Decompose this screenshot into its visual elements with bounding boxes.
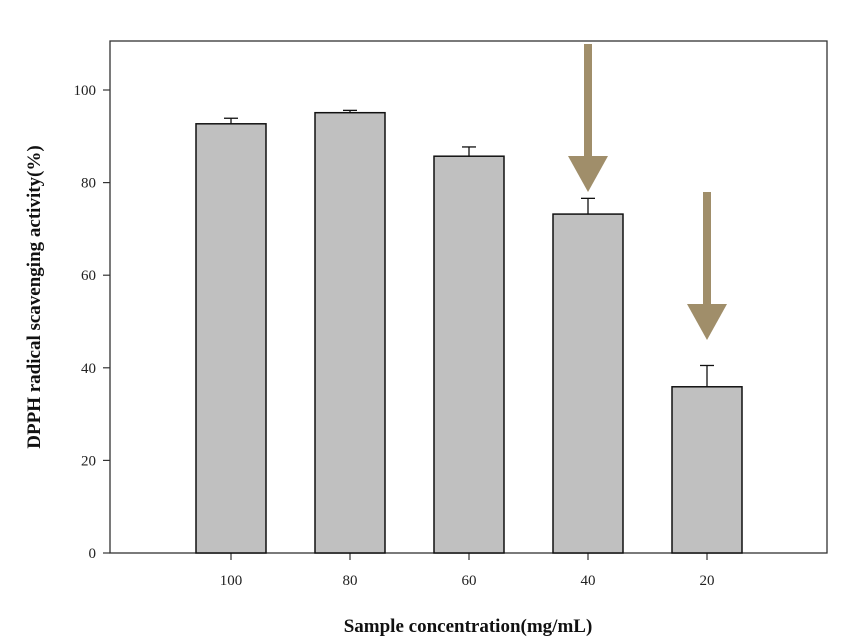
x-tick-label: 80 — [343, 573, 358, 589]
arrow-head-40 — [568, 156, 608, 192]
x-tick-label: 20 — [700, 573, 715, 589]
y-axis-title: DPPH radical scavenging activity(%) — [24, 145, 45, 448]
bars-group — [195, 111, 743, 554]
y-tick-label: 100 — [74, 83, 97, 99]
bar-40 — [552, 213, 624, 554]
y-tick-label: 40 — [81, 361, 96, 377]
bar-80 — [314, 111, 386, 554]
x-axis-title: Sample concentration(mg/mL) — [344, 616, 593, 637]
x-axis-ticks: 100 80 60 40 20 — [220, 553, 715, 589]
error-bars-group — [224, 109, 714, 387]
y-axis-ticks: 0 20 40 60 80 100 — [74, 83, 110, 562]
bar-20 — [671, 386, 743, 554]
bar-60 — [433, 155, 505, 554]
arrow-head-20 — [687, 304, 727, 340]
y-tick-label: 80 — [81, 176, 96, 192]
y-tick-label: 0 — [89, 546, 97, 562]
x-tick-label: 60 — [462, 573, 477, 589]
annotation-arrows — [568, 44, 727, 340]
y-tick-label: 20 — [81, 453, 96, 469]
y-tick-label: 60 — [81, 268, 96, 284]
x-tick-label: 40 — [581, 573, 596, 589]
x-tick-label: 100 — [220, 573, 243, 589]
bar-100 — [195, 123, 267, 554]
